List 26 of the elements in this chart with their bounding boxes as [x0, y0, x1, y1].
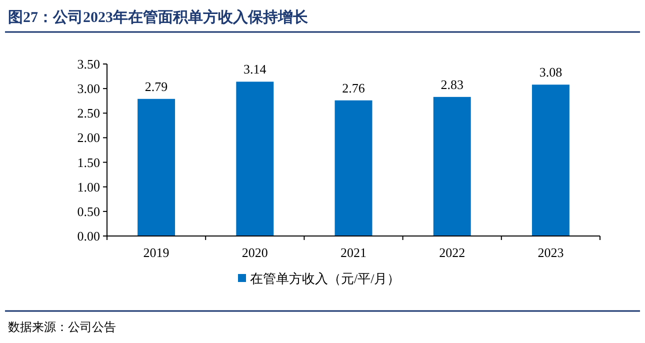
x-tick-label: 2023 [538, 245, 564, 260]
y-tick-label: 2.00 [77, 130, 100, 146]
y-tick-label: 1.50 [77, 154, 100, 170]
data-label: 2.83 [440, 76, 464, 92]
y-tick-label: 3.00 [77, 81, 100, 96]
data-label: 2.79 [144, 78, 168, 94]
x-tick-label: 2020 [242, 245, 268, 260]
bar [138, 98, 176, 236]
y-tick-label: 3.50 [77, 56, 100, 72]
x-tick-label: 2019 [143, 245, 170, 260]
bar [236, 82, 274, 236]
data-label: 3.08 [539, 64, 562, 80]
source-note: 数据来源：公司公告 [8, 320, 116, 334]
x-tick-label: 2022 [439, 245, 466, 260]
legend-label: 在管单方收入（元/平/月） [250, 271, 400, 286]
x-tick-label: 2021 [340, 245, 366, 260]
data-label: 3.14 [244, 62, 267, 77]
bar [433, 96, 471, 236]
y-tick-label: 2.50 [77, 106, 100, 121]
bar [334, 100, 372, 236]
y-tick-label: 0.00 [77, 228, 100, 244]
y-tick-label: 1.00 [77, 179, 100, 194]
data-label: 2.76 [342, 80, 366, 96]
bar [532, 84, 570, 236]
chart-title: 图27：公司2023年在管面积单方收入保持增长 [8, 8, 309, 26]
y-tick-label: 0.50 [77, 204, 100, 219]
